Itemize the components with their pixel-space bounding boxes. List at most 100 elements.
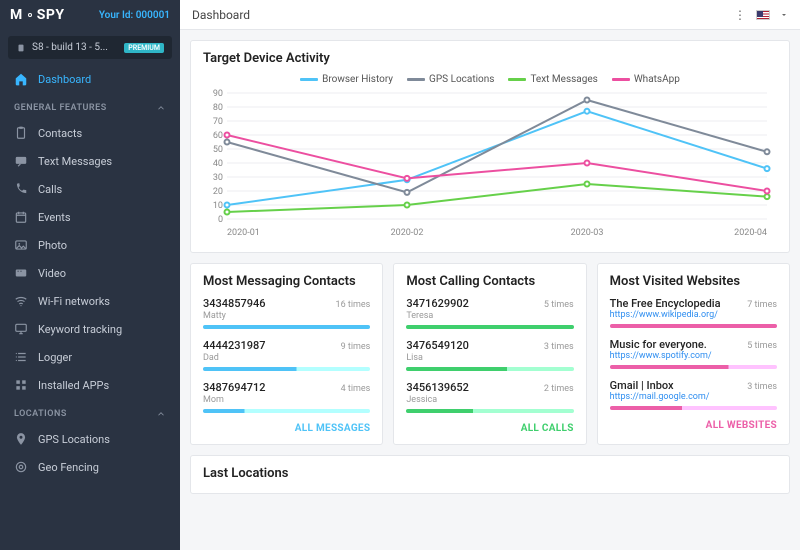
content: Target Device Activity Browser History GP… <box>180 30 800 550</box>
sidebar-item-label: Geo Fencing <box>38 461 99 474</box>
sidebar-item-logger[interactable]: Logger <box>0 343 180 371</box>
stats-columns: Most Messaging Contacts 343485794616 tim… <box>190 263 790 445</box>
legend-swatch <box>612 78 630 81</box>
contact-name: Lisa <box>406 353 573 363</box>
list-item[interactable]: 343485794616 times Matty <box>203 297 370 329</box>
sidebar-item-label: Video <box>38 267 66 280</box>
contact-name: Teresa <box>406 311 573 321</box>
target-icon <box>14 460 28 474</box>
progress-bar <box>406 325 573 329</box>
sidebar-item-wi-fi-networks[interactable]: Wi-Fi networks <box>0 287 180 315</box>
sidebar-section-locations[interactable]: LOCATIONS <box>0 399 180 425</box>
logo-suffix: SPY <box>37 7 65 23</box>
contact-number: 3456139652 <box>406 381 469 394</box>
sidebar-item-video[interactable]: Video <box>0 259 180 287</box>
list-item[interactable]: Gmail | Inbox3 times https://mail.google… <box>610 379 777 410</box>
legend-item[interactable]: Browser History <box>300 74 393 85</box>
sidebar-section-general[interactable]: GENERAL FEATURES <box>0 93 180 119</box>
website-url[interactable]: https://mail.google.com/ <box>610 392 777 402</box>
count: 3 times <box>544 342 574 352</box>
most-calling-card: Most Calling Contacts 3471629902 5 times … <box>393 263 586 445</box>
sidebar-item-installed-apps[interactable]: Installed APPs <box>0 371 180 399</box>
sidebar-item-calls[interactable]: Calls <box>0 175 180 203</box>
list-item[interactable]: 44442319879 times Dad <box>203 339 370 371</box>
sidebar-item-text-messages[interactable]: Text Messages <box>0 147 180 175</box>
all-websites-link[interactable]: ALL WEBSITES <box>610 420 777 431</box>
svg-text:0: 0 <box>218 215 223 225</box>
svg-text:50: 50 <box>213 145 223 155</box>
contact-number: 3476549120 <box>406 339 469 352</box>
sidebar-item-events[interactable]: Events <box>0 203 180 231</box>
list-item[interactable]: The Free Encyclopedia 7 times https://www… <box>610 297 777 328</box>
svg-text:2020-04: 2020-04 <box>734 228 767 238</box>
wifi-icon <box>14 294 28 308</box>
sidebar-item-contacts[interactable]: Contacts <box>0 119 180 147</box>
sidebar-item-geo-fencing[interactable]: Geo Fencing <box>0 453 180 481</box>
sidebar-item-keyword-tracking[interactable]: Keyword tracking <box>0 315 180 343</box>
sidebar-item-photo[interactable]: Photo <box>0 231 180 259</box>
svg-text:2020-02: 2020-02 <box>391 228 424 238</box>
message-icon <box>14 154 28 168</box>
count: 2 times <box>544 384 574 394</box>
sidebar-item-label: Wi-Fi networks <box>38 295 110 308</box>
sidebar-item-label: Keyword tracking <box>38 323 122 336</box>
card-title: Most Calling Contacts <box>406 274 573 289</box>
home-icon <box>14 72 28 86</box>
section-label: LOCATIONS <box>14 409 67 419</box>
count: 7 times <box>747 300 777 310</box>
page-title: Dashboard <box>192 8 250 22</box>
most-messaging-card: Most Messaging Contacts 343485794616 tim… <box>190 263 383 445</box>
calendar-icon <box>14 210 28 224</box>
sidebar-item-gps-locations[interactable]: GPS Locations <box>0 425 180 453</box>
list-item[interactable]: 3471629902 5 times Teresa <box>406 297 573 329</box>
legend-item[interactable]: Text Messages <box>508 74 597 85</box>
device-selector[interactable]: S8 - build 13 - 5... PREMIUM <box>8 36 172 59</box>
phone-icon <box>14 182 28 196</box>
legend-item[interactable]: WhatsApp <box>612 74 680 85</box>
list-item[interactable]: 34561396522 times Jessica <box>406 381 573 413</box>
all-calls-link[interactable]: ALL CALLS <box>406 423 573 434</box>
website-title: Music for everyone. <box>610 338 707 351</box>
premium-badge: PREMIUM <box>124 43 164 53</box>
all-messages-link[interactable]: ALL MESSAGES <box>203 423 370 434</box>
card-title: Most Messaging Contacts <box>203 274 370 289</box>
flag-icon[interactable] <box>756 10 770 20</box>
website-url[interactable]: https://www.spotify.com/ <box>610 351 777 361</box>
logo: M SPY <box>10 7 65 23</box>
count: 5 times <box>544 300 574 310</box>
contact-name: Mom <box>203 395 370 405</box>
list-item[interactable]: Music for everyone.5 times https://www.s… <box>610 338 777 369</box>
svg-text:20: 20 <box>213 187 223 197</box>
progress-bar <box>610 324 777 328</box>
svg-text:2020-03: 2020-03 <box>571 228 604 238</box>
more-icon[interactable]: ⋮ <box>734 8 746 22</box>
list-item[interactable]: 34876947124 times Mom <box>203 381 370 413</box>
contact-number: 3487694712 <box>203 381 266 394</box>
grid-icon <box>14 378 28 392</box>
contact-name: Matty <box>203 311 370 321</box>
svg-text:2020-01: 2020-01 <box>227 228 260 238</box>
svg-text:70: 70 <box>213 117 223 127</box>
sidebar-item-label: Logger <box>38 351 72 364</box>
user-id: Your Id: 000001 <box>99 10 170 21</box>
count: 9 times <box>341 342 371 352</box>
website-title: The Free Encyclopedia <box>610 297 721 310</box>
sidebar-item-label: Dashboard <box>38 73 91 86</box>
card-title: Target Device Activity <box>203 51 777 66</box>
device-name: S8 - build 13 - 5... <box>32 42 118 53</box>
count: 16 times <box>336 300 371 310</box>
contact-number: 3471629902 <box>406 297 469 310</box>
progress-bar <box>203 367 370 371</box>
sidebar-item-label: Events <box>38 211 71 224</box>
progress-bar <box>610 406 777 410</box>
legend-item[interactable]: GPS Locations <box>407 74 494 85</box>
sidebar-item-dashboard[interactable]: Dashboard <box>0 65 180 93</box>
list-item[interactable]: 3476549120 3 times Lisa <box>406 339 573 371</box>
caret-down-icon[interactable] <box>780 11 788 19</box>
svg-text:90: 90 <box>213 89 223 99</box>
website-url[interactable]: https://www.wikipedia.org/ <box>610 310 777 320</box>
monitor-icon <box>14 322 28 336</box>
chevron-up-icon <box>156 103 166 113</box>
sidebar-item-label: Calls <box>38 183 62 196</box>
progress-bar <box>610 365 777 369</box>
